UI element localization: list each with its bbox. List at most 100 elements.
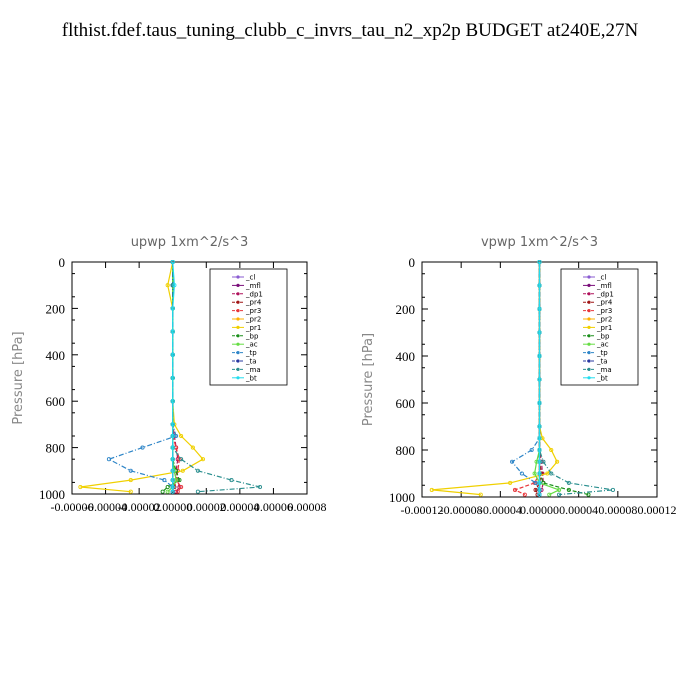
data-point — [555, 459, 560, 464]
series-line — [162, 262, 181, 493]
legend-marker — [587, 367, 591, 371]
legend-label: _ta — [596, 358, 608, 366]
data-point — [179, 484, 184, 490]
data-point — [519, 471, 524, 476]
data-point — [586, 492, 591, 497]
y-axis-label: Pressure [hPa] — [11, 331, 26, 424]
legend-marker — [587, 325, 591, 329]
data-point — [170, 399, 175, 404]
data-point — [170, 478, 175, 483]
data-point — [170, 457, 175, 462]
series-line — [513, 262, 541, 496]
data-point — [165, 489, 170, 494]
x-tick-label: 0.00000 — [520, 503, 559, 517]
legend-marker — [236, 351, 240, 355]
legend-marker — [236, 325, 240, 329]
data-point — [170, 489, 175, 494]
data-point — [549, 471, 554, 476]
x-tick-label: 0.00004 — [559, 503, 598, 517]
data-point — [160, 489, 165, 494]
legend-label: _ac — [245, 341, 258, 349]
y-tick-label: 0 — [409, 255, 416, 270]
x-tick-label: -0.00004 — [479, 503, 522, 517]
data-point — [557, 487, 562, 493]
data-point — [165, 283, 170, 288]
legend-marker — [236, 292, 240, 296]
legend-marker — [587, 376, 591, 380]
legend-label: _pr3 — [245, 307, 261, 315]
legend-label: _pr2 — [596, 316, 612, 324]
y-tick-label: 800 — [396, 443, 416, 458]
data-point — [172, 283, 177, 288]
y-tick-label: 400 — [396, 349, 416, 364]
data-point — [508, 480, 513, 485]
data-point — [170, 352, 175, 357]
data-point — [537, 424, 542, 429]
data-point — [566, 480, 571, 485]
y-tick-label: 600 — [46, 394, 66, 409]
legend-label: _mfl — [245, 282, 261, 290]
data-point — [533, 480, 538, 485]
legend-marker — [587, 300, 591, 304]
legend-marker — [587, 309, 591, 313]
data-point — [170, 422, 175, 427]
legend-label: _ta — [245, 358, 257, 366]
legend-label: _pr3 — [596, 307, 612, 315]
data-point — [512, 487, 518, 493]
y-tick-label: 200 — [396, 302, 416, 317]
series-line — [511, 262, 541, 495]
data-point — [170, 306, 175, 311]
x-tick-label: 0.00008 — [598, 503, 637, 517]
legend-marker — [587, 334, 591, 338]
data-point — [170, 329, 175, 334]
plot-frame — [71, 261, 308, 495]
data-point — [522, 492, 527, 497]
x-tick-label: 0.00008 — [288, 500, 327, 514]
legend-marker — [236, 334, 240, 338]
series-line — [107, 262, 177, 492]
legend-marker — [587, 359, 591, 363]
data-point — [537, 283, 542, 288]
data-point — [140, 445, 145, 450]
data-point — [537, 459, 542, 464]
panel-2: vpwp 1xm^2/s^3 Pressure [hPa] 0 200 400 600 80… — [361, 235, 677, 517]
legend-marker — [587, 292, 591, 296]
legend-marker — [236, 376, 240, 380]
legend: _cl_mfl_dp1_pr4_pr3_pr2_pr1_bp_ac_tp_ta_… — [560, 268, 639, 386]
data-point — [541, 459, 546, 464]
data-point — [537, 306, 542, 312]
data-point — [510, 459, 515, 464]
legend-label: _tp — [245, 349, 257, 357]
data-point — [229, 478, 234, 483]
data-point — [170, 468, 175, 473]
data-point — [165, 484, 170, 490]
legend-label: _tp — [596, 349, 608, 357]
legend-label: _dp1 — [245, 290, 263, 298]
data-point — [537, 436, 542, 441]
data-point — [532, 471, 537, 476]
data-point — [537, 353, 542, 359]
data-point — [170, 259, 175, 265]
x-tick-label: -0.00008 — [440, 503, 483, 517]
data-point — [478, 492, 483, 497]
legend-label: _bt — [596, 374, 608, 382]
data-point — [195, 489, 200, 494]
x-tick-label: -0.00012 — [401, 503, 444, 517]
legend-marker — [236, 283, 240, 287]
data-point — [190, 445, 195, 450]
legend-label: _bp — [245, 332, 259, 340]
y-tick-label: 400 — [46, 348, 66, 363]
series-line — [172, 261, 176, 492]
legend-label: _ma — [245, 366, 261, 374]
data-point — [537, 377, 542, 382]
legend-marker — [587, 275, 591, 279]
legend-label: _cl — [596, 274, 606, 282]
data-point — [179, 433, 184, 439]
series-tp — [106, 259, 179, 494]
data-point — [537, 480, 542, 485]
data-point — [533, 487, 538, 493]
legend-label: _bt — [245, 374, 257, 382]
data-point — [547, 492, 552, 497]
data-point — [537, 492, 542, 497]
